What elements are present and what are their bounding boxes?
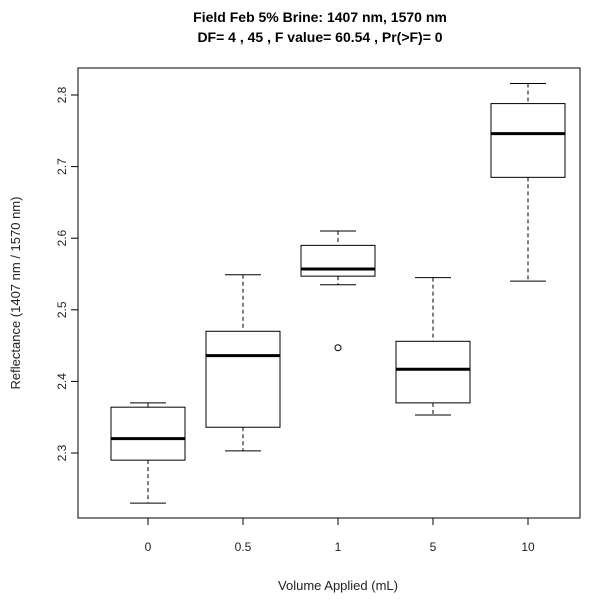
box-0 xyxy=(110,402,186,504)
chart-title: Field Feb 5% Brine: 1407 nm, 1570 nm xyxy=(193,9,447,25)
box-iqr xyxy=(490,103,566,178)
boxes-group xyxy=(110,83,566,504)
box-iqr xyxy=(300,244,376,277)
box-5 xyxy=(395,277,471,416)
x-tick-label: 5 xyxy=(430,540,437,554)
x-tick-label: 1 xyxy=(335,540,342,554)
chart-subtitle: DF= 4 , 45 , F value= 60.54 , Pr(>F)= 0 xyxy=(197,29,443,45)
box-iqr xyxy=(395,340,471,404)
box-iqr xyxy=(205,330,281,428)
y-axis-label: Reflectance (1407 nm / 1570 nm) xyxy=(8,197,23,390)
box-1 xyxy=(300,230,376,352)
y-tick-label: 2.5 xyxy=(55,301,69,318)
y-tick-label: 2.3 xyxy=(55,444,69,461)
y-tick-label: 2.6 xyxy=(55,230,69,247)
x-axis-label: Volume Applied (mL) xyxy=(278,578,398,593)
outlier-point xyxy=(334,344,342,352)
box-iqr xyxy=(110,406,186,461)
x-tick-label: 0.5 xyxy=(235,540,252,554)
x-tick-label: 0 xyxy=(145,540,152,554)
x-tick-label: 10 xyxy=(521,540,535,554)
x-axis: 0 0.5 1 5 10 xyxy=(145,517,535,554)
box-10 xyxy=(490,83,566,282)
box-0.5 xyxy=(205,274,281,452)
y-tick-label: 2.4 xyxy=(55,373,69,390)
y-axis: 2.3 2.4 2.5 2.6 2.7 2.8 xyxy=(55,86,79,461)
y-tick-label: 2.8 xyxy=(55,86,69,103)
y-tick-label: 2.7 xyxy=(55,158,69,175)
